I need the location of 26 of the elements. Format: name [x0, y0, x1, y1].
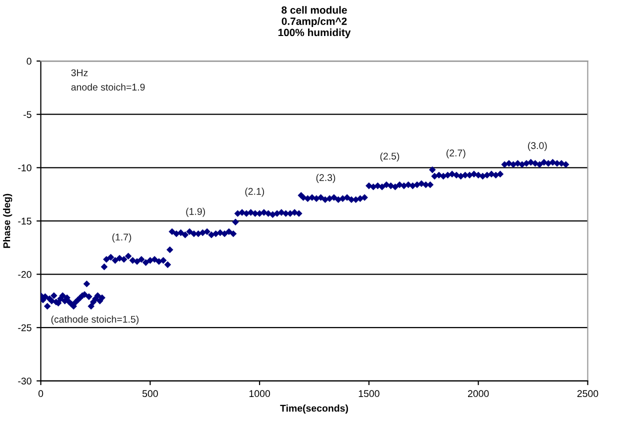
annotation: (2.7) [446, 149, 466, 158]
y-tick-label: 0 [26, 58, 32, 65]
annotation: (3.0) [528, 142, 547, 151]
y-tick-label: -30 [18, 378, 32, 385]
annotation: (2.1) [245, 188, 264, 197]
annotation: (2.5) [380, 152, 400, 162]
y-tick-label: -5 [24, 111, 32, 118]
y-tick-label: -15 [18, 218, 32, 225]
x-tick-label: 1000 [249, 390, 270, 398]
y-tick-label: -20 [18, 271, 32, 278]
y-tick-label: -10 [18, 164, 32, 172]
y-tick-label: -25 [18, 324, 32, 332]
annotation: (2.3) [316, 174, 336, 183]
y-axis-title: Phase (deg) [3, 194, 12, 248]
x-tick-label: 2000 [468, 390, 489, 398]
x-tick-label: 0 [38, 390, 44, 398]
annotation: (1.9) [186, 208, 205, 217]
annotation: anode stoich=1.9 [71, 83, 145, 91]
x-tick-label: 2500 [577, 390, 598, 398]
annotation: 3Hz [71, 69, 88, 76]
chart-title: 8 cell module 0.7amp/cm^2 100% humidity [278, 6, 351, 38]
annotation: (1.7) [112, 233, 132, 242]
x-tick-label: 1500 [358, 390, 380, 398]
annotation: (cathode stoich=1.5) [51, 316, 139, 325]
x-tick-label: 500 [142, 390, 158, 398]
x-axis-title: Time(seconds) [280, 404, 348, 414]
